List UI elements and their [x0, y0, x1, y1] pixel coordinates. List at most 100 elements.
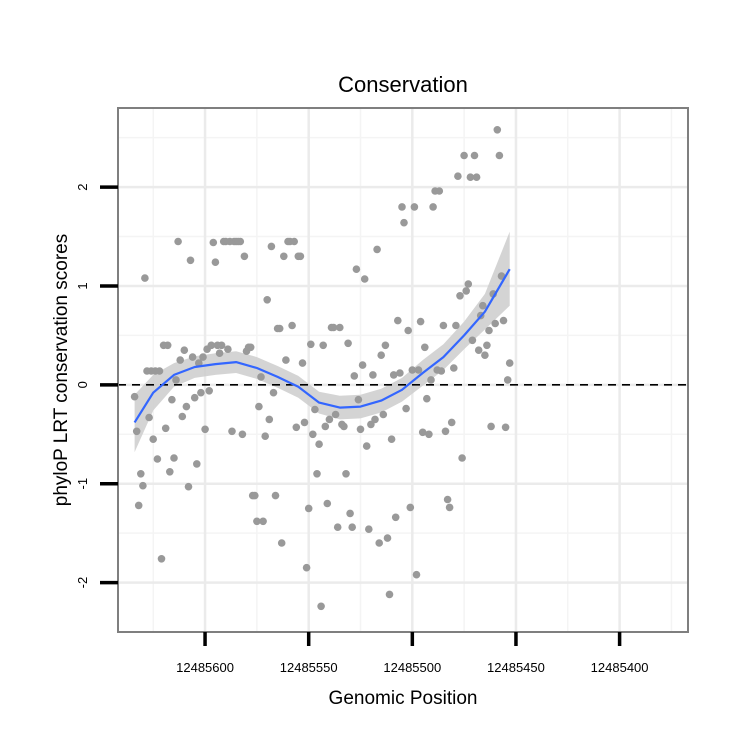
data-point [190, 393, 199, 402]
data-point [209, 238, 218, 247]
data-point [481, 351, 489, 360]
data-point [371, 415, 379, 424]
data-point [369, 371, 377, 379]
data-point [503, 376, 512, 384]
data-point [445, 503, 454, 512]
data-point [367, 420, 375, 429]
data-point [257, 373, 265, 381]
data-point [269, 388, 278, 397]
data-point [311, 405, 319, 414]
data-point [238, 430, 247, 439]
smooth-fit-path [133, 268, 511, 423]
data-point [163, 341, 172, 350]
data-point [168, 395, 176, 404]
x-tick-label: 12485600 [176, 660, 234, 675]
data-point [323, 499, 332, 508]
data-point [280, 252, 288, 261]
data-point [267, 242, 276, 251]
data-point [275, 324, 284, 333]
data-point [137, 470, 145, 478]
data-point [325, 415, 334, 424]
data-point [336, 323, 344, 332]
data-point [188, 353, 197, 361]
data-point [307, 340, 315, 349]
data-point [149, 435, 157, 444]
data-point [439, 321, 448, 330]
data-point [400, 218, 408, 227]
data-point [460, 151, 468, 160]
data-point [197, 388, 205, 397]
data-point [340, 422, 348, 431]
data-point [423, 394, 431, 403]
plot-panel-border [117, 107, 689, 633]
data-point [130, 392, 139, 401]
data-point [470, 151, 479, 160]
data-point [379, 410, 388, 419]
data-point [277, 539, 286, 547]
data-point [182, 402, 191, 411]
data-point [184, 482, 193, 491]
x-tick-label: 12485400 [591, 660, 649, 675]
grid-lines [118, 108, 688, 632]
data-point [290, 237, 299, 246]
data-point [139, 481, 147, 490]
data-point [157, 555, 166, 563]
y-axis: -2 -1 0 1 2 [75, 183, 118, 588]
data-point [145, 413, 153, 422]
data-point [211, 258, 220, 267]
data-point [292, 423, 301, 432]
data-point [381, 341, 390, 350]
data-point [319, 341, 328, 350]
data-point [421, 343, 429, 352]
data-point [437, 367, 446, 375]
y-axis-title: phyloP LRT conservation scores [51, 234, 72, 507]
data-point [333, 523, 342, 531]
data-point [193, 460, 201, 468]
data-point [180, 346, 189, 355]
data-point [246, 343, 255, 352]
data-point [302, 563, 311, 572]
data-point [298, 359, 307, 367]
data-point [259, 517, 267, 526]
data-point [309, 430, 317, 439]
data-point [346, 509, 354, 518]
data-point [350, 372, 359, 380]
data-point [313, 470, 321, 478]
data-point [134, 501, 143, 510]
data-points [130, 126, 514, 611]
data-point [201, 425, 209, 434]
data-point [265, 415, 274, 424]
data-point [454, 172, 462, 180]
data-point [398, 203, 406, 211]
y-tick-label: 0 [75, 381, 90, 388]
data-point [414, 366, 423, 374]
data-point [402, 404, 410, 413]
data-point [416, 317, 425, 326]
data-point [296, 252, 305, 261]
data-point [348, 523, 357, 531]
data-point [172, 376, 180, 384]
data-point [253, 517, 261, 526]
x-tick-label: 12485450 [487, 660, 545, 675]
data-point [329, 323, 338, 332]
data-point [153, 455, 162, 463]
data-point [425, 430, 433, 439]
data-point [263, 296, 272, 304]
data-point [236, 237, 245, 246]
data-point [217, 341, 226, 350]
data-point [427, 376, 435, 384]
data-point [385, 590, 394, 599]
data-point [412, 570, 421, 579]
data-point [479, 301, 487, 310]
data-point [410, 203, 419, 211]
data-point [450, 364, 458, 372]
data-point [429, 203, 437, 211]
data-point [505, 359, 514, 367]
data-point [495, 151, 504, 160]
data-point [464, 280, 473, 288]
data-point [404, 326, 413, 335]
data-point [176, 356, 184, 364]
data-point [487, 422, 495, 431]
